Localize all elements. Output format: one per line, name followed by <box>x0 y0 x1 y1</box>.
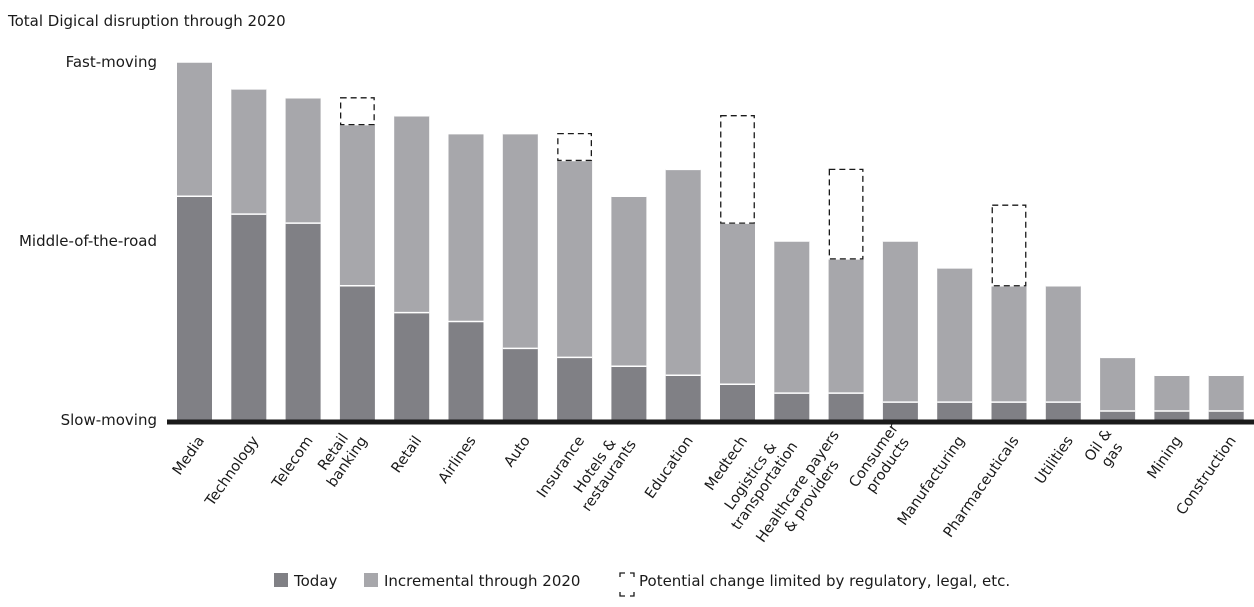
bar-incremental-utilities <box>1045 285 1081 403</box>
bar-today-medtech <box>720 384 755 420</box>
y-tick-label-fast-moving: Fast-moving <box>66 53 157 71</box>
x-tick-label-construction: Construction <box>1174 433 1240 518</box>
bar-incremental-consumer-products <box>882 241 918 403</box>
x-tick-label-mining: Mining <box>1145 433 1186 482</box>
bar-today-airlines <box>448 321 484 420</box>
bar-today-technology <box>231 214 267 420</box>
bar-incremental-logistics-and-transportation <box>774 241 810 394</box>
bar-incremental-manufacturing <box>937 267 973 403</box>
chart-title: Total Digical disruption through 2020 <box>7 12 286 30</box>
legend-label-incremental: Incremental through 2020 <box>384 572 580 590</box>
bar-incremental-insurance <box>557 160 593 358</box>
bar-incremental-media <box>177 62 212 197</box>
legend-label-potential: Potential change limited by regulatory, … <box>639 572 1010 590</box>
bar-today-education <box>665 375 701 420</box>
x-tick-label-line: Construction <box>1174 433 1240 518</box>
y-axis-labels: Fast-moving Middle-of-the-road Slow-moving <box>19 53 157 429</box>
bar-incremental-retail <box>394 115 430 313</box>
x-tick-label-line: Technology <box>202 433 263 510</box>
bar-today-utilities <box>1045 402 1081 420</box>
x-tick-label-retail: Retail <box>389 433 426 476</box>
bar-potential-retail-banking <box>339 97 375 126</box>
x-tick-label-line: Airlines <box>436 433 480 486</box>
legend-label-today: Today <box>293 572 338 590</box>
bar-incremental-pharmaceuticals <box>991 285 1027 403</box>
legend: Today Incremental through 2020 Potential c… <box>274 572 1010 597</box>
bar-today-pharmaceuticals <box>991 402 1027 420</box>
bar-incremental-retail-banking <box>339 124 375 286</box>
bar-incremental-auto <box>502 133 538 349</box>
bar-today-retail <box>394 312 430 420</box>
bar-incremental-hotels-and-restaurants <box>611 196 647 367</box>
x-tick-label-telecom: Telecom <box>269 433 317 492</box>
x-tick-label-line: Media <box>170 433 208 478</box>
bar-potential-insurance <box>557 132 592 162</box>
bar-potential-healthcare-payers-and-providers <box>828 168 864 260</box>
bar-incremental-technology <box>231 88 267 215</box>
y-tick-label-slow-moving: Slow-moving <box>61 411 157 429</box>
x-tick-label-line: Education <box>642 433 697 501</box>
bar-today-telecom <box>285 223 321 420</box>
bar-today-construction <box>1208 411 1244 420</box>
legend-swatch-today <box>274 573 288 587</box>
bar-today-retail-banking <box>339 285 375 420</box>
bar-today-media <box>177 196 212 420</box>
legend-swatch-potential <box>619 572 635 597</box>
bar-today-healthcare-payers-and-providers <box>828 393 864 420</box>
x-tick-label-auto: Auto <box>501 433 533 470</box>
bar-incremental-airlines <box>448 133 484 322</box>
x-tick-label-line: Retail <box>389 433 426 476</box>
x-tick-label-utilities: Utilities <box>1032 433 1076 487</box>
bar-incremental-education <box>665 169 701 376</box>
bar-today-manufacturing <box>937 402 973 420</box>
bar-incremental-oil-and-gas <box>1100 357 1136 412</box>
bar-potential-medtech <box>720 115 755 224</box>
x-tick-label-media: Media <box>170 433 208 478</box>
x-tick-label-line: Mining <box>1145 433 1186 482</box>
bar-incremental-healthcare-payers-and-providers <box>828 258 864 394</box>
bar-today-auto <box>502 348 538 420</box>
x-tick-label-line: Auto <box>501 433 533 470</box>
bar-today-consumer-products <box>882 402 918 420</box>
x-tick-label-oil-and-gas: Oil &gas <box>1082 426 1127 470</box>
bar-incremental-construction <box>1208 375 1244 412</box>
bar-today-mining <box>1154 411 1190 420</box>
legend-swatch-incremental <box>364 573 378 587</box>
x-tick-label-education: Education <box>642 433 697 501</box>
x-tick-label-technology: Technology <box>202 433 263 510</box>
bar-incremental-telecom <box>285 97 321 224</box>
bar-today-hotels-and-restaurants <box>611 366 647 420</box>
bar-today-oil-and-gas <box>1100 411 1136 420</box>
x-tick-label-airlines: Airlines <box>436 433 480 486</box>
bar-today-insurance <box>557 357 593 420</box>
bar-incremental-medtech <box>720 223 755 385</box>
x-tick-label-line: Telecom <box>269 433 317 492</box>
x-tick-label-line: Utilities <box>1032 433 1076 487</box>
bar-today-logistics-and-transportation <box>774 393 810 420</box>
bar-potential-pharmaceuticals <box>991 204 1027 287</box>
y-tick-label-middle-of-the-road: Middle-of-the-road <box>19 232 157 250</box>
bar-incremental-mining <box>1154 375 1190 412</box>
bars <box>177 61 1244 420</box>
